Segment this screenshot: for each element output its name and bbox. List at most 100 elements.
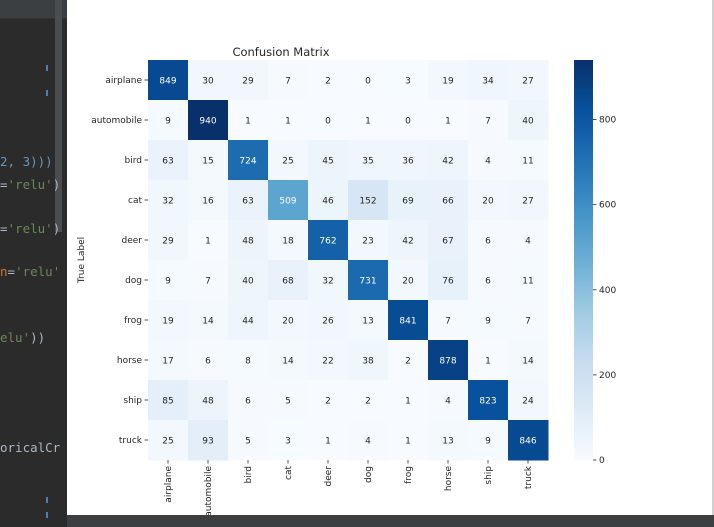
cell-value-label: 20 [282,317,294,327]
cell-value-label: 6 [205,357,211,367]
heatmap-cell [388,420,429,461]
cell-value-label: 7 [525,317,531,327]
heatmap-cell [468,340,509,381]
code-line: n='relu' [0,264,60,279]
heatmap-cell [268,100,309,141]
row-tick-label: horse [117,356,143,366]
cell-value-label: 731 [359,277,376,287]
cell-value-label: 1 [405,397,411,407]
cell-value-label: 68 [282,277,294,287]
heatmap-cell [228,260,269,301]
row-tick-label: ship [123,396,142,406]
cell-value-label: 76 [442,277,454,287]
heatmap-cell [268,340,309,381]
heatmap-cell [188,300,229,341]
heatmap-cell [468,420,509,461]
heatmap-cell [428,140,469,181]
heatmap-cell [148,140,189,181]
cell-value-label: 17 [162,357,173,367]
cell-value-label: 152 [359,197,376,207]
indent-guide [46,497,48,503]
heatmap-cell [428,380,469,421]
cell-value-label: 509 [279,197,296,207]
heatmap-cell [228,220,269,261]
heatmap-cell [428,300,469,341]
chart-title: Confusion Matrix [232,45,329,59]
heatmap-cell [228,100,269,141]
heatmap-cell [508,340,549,381]
heatmap-cell [508,380,549,421]
cell-value-label: 6 [245,397,251,407]
cell-value-label: 32 [162,197,173,207]
heatmap-cell [348,140,389,181]
heatmap-cell [348,300,389,341]
heatmap-cell [348,380,389,421]
cell-value-label: 11 [522,157,533,167]
code-line: ='relu') [0,221,60,236]
row-tick-label: bird [125,156,142,166]
cell-value-label: 2 [325,397,331,407]
cell-value-label: 8 [245,357,251,367]
heatmap-cell [508,420,549,461]
heatmap-cell [188,140,229,181]
code-token: 'relu' [7,177,53,192]
cell-value-label: 823 [479,397,496,407]
cell-value-label: 1 [285,117,291,127]
heatmap-cell [428,220,469,261]
cell-value-label: 724 [239,157,256,167]
row-tick-label: automobile [91,116,142,126]
heatmap-cell [348,180,389,221]
editor-tab-bar [0,0,67,19]
editor-scrollbar[interactable] [55,0,62,232]
heatmap-cell [388,140,429,181]
heatmap-cell [348,60,389,101]
row-tick-label: frog [124,316,142,326]
cell-value-label: 40 [522,117,534,127]
heatmap-cell [388,340,429,381]
cell-value-label: 5 [285,397,291,407]
cell-value-label: 2 [325,77,331,87]
cell-value-label: 22 [322,357,333,367]
heatmap-cell [188,60,229,101]
heatmap-cell [388,220,429,261]
cell-value-label: 4 [445,397,451,407]
row-tick-labels: airplane automobile bird cat deer dog frog hors… [91,76,148,446]
heatmap-cell [388,380,429,421]
colorbar-tick-label: 400 [599,286,616,296]
cell-value-label: 29 [242,77,254,87]
heatmap-cell [268,420,309,461]
cell-value-label: 2 [405,357,411,367]
code-token: 2, 3))) [0,154,53,169]
heatmap-cell [148,220,189,261]
cell-value-label: 9 [165,117,171,127]
cell-value-label: 7 [485,117,491,127]
heatmap-cell [468,180,509,221]
cell-value-label: 1 [445,117,451,127]
code-token: 'relu' [15,264,61,279]
heatmap-cell [268,380,309,421]
heatmap-cell [428,180,469,221]
colorbar-tick-label: 0 [599,456,605,466]
col-tick-label: horse [444,466,454,492]
heatmap-cell [268,180,309,221]
matplotlib-figure-window: Confusion Matrix True Label 849 30 29 7 2 0 3 1… [67,0,714,515]
cell-value-label: 9 [485,437,491,447]
cell-value-label: 27 [522,197,533,207]
cell-value-label: 40 [242,277,254,287]
cell-value-label: 93 [202,437,213,447]
heatmap-cell [388,180,429,221]
cell-value-label: 1 [485,357,491,367]
code-token: = [0,221,8,236]
cell-value-label: 38 [362,357,374,367]
code-token: 'relu' [7,221,53,236]
heatmap-cell [308,260,349,301]
indent-guide [46,90,48,96]
cell-value-label: 11 [522,277,533,287]
heatmap-cell [428,340,469,381]
heatmap-cell [228,60,269,101]
cell-value-label: 7 [445,317,451,327]
heatmap-cell [508,180,549,221]
window-right-edge [712,0,714,515]
cell-value-label: 0 [405,117,411,127]
heatmap-cell [348,260,389,301]
